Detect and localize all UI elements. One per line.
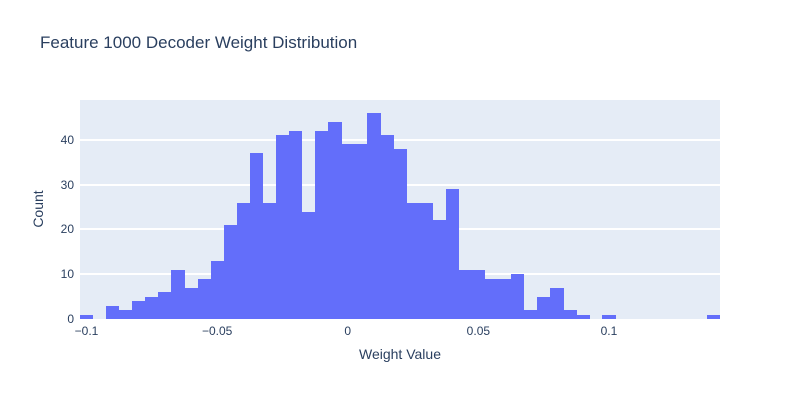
histogram-bar[interactable]: [354, 144, 368, 319]
histogram-bar[interactable]: [210, 260, 224, 319]
y-tick-label-40: 40: [60, 132, 74, 147]
y-tick-label-30: 30: [60, 177, 74, 192]
histogram-bar[interactable]: [106, 305, 120, 319]
histogram-bar[interactable]: [419, 202, 433, 319]
histogram-bar[interactable]: [197, 278, 211, 319]
histogram-bar[interactable]: [119, 310, 133, 319]
histogram-bar[interactable]: [236, 202, 251, 319]
x-tick-label-0: 0: [344, 324, 352, 338]
histogram-bar[interactable]: [171, 269, 185, 319]
histogram-bar[interactable]: [288, 130, 303, 319]
histogram-bar[interactable]: [367, 113, 381, 319]
histogram-bar[interactable]: [537, 296, 551, 319]
histogram-bar[interactable]: [328, 121, 342, 319]
histogram-bar[interactable]: [223, 224, 238, 319]
y-tick-label-10: 10: [60, 267, 74, 282]
histogram-bar[interactable]: [158, 292, 172, 319]
histogram-bar[interactable]: [275, 135, 290, 319]
plot-area[interactable]: [80, 100, 720, 319]
histogram-bar[interactable]: [471, 269, 486, 319]
x-tick-label-−0.1: −0.1: [74, 324, 99, 338]
histogram-bar[interactable]: [576, 314, 590, 319]
x-tick-label-−0.05: −0.05: [201, 324, 233, 338]
histogram-bar[interactable]: [406, 202, 420, 319]
histogram-bar[interactable]: [302, 211, 316, 319]
histogram-bar[interactable]: [393, 148, 407, 319]
histogram-bar[interactable]: [315, 130, 329, 319]
x-tick-label-0.05: 0.05: [466, 324, 491, 338]
histogram-bar[interactable]: [497, 278, 512, 319]
histogram-bar[interactable]: [262, 202, 277, 319]
histogram-bar[interactable]: [145, 296, 159, 319]
x-axis-title: Weight Value: [359, 346, 441, 362]
histogram-bar[interactable]: [484, 278, 499, 319]
histogram-bar[interactable]: [602, 314, 616, 319]
histogram-bar[interactable]: [432, 220, 446, 319]
histogram-bar[interactable]: [132, 301, 146, 319]
histogram-bar[interactable]: [550, 287, 564, 319]
histogram-bar[interactable]: [511, 274, 525, 319]
histogram-bar[interactable]: [341, 144, 355, 319]
histogram-bar[interactable]: [445, 189, 460, 319]
histogram-bar[interactable]: [80, 314, 94, 319]
histogram-bar[interactable]: [380, 135, 394, 319]
histogram-bar[interactable]: [458, 269, 473, 319]
chart-title: Feature 1000 Decoder Weight Distribution: [40, 33, 358, 52]
histogram-bar[interactable]: [524, 310, 538, 319]
histogram-bar[interactable]: [184, 287, 198, 319]
histogram-bar[interactable]: [563, 310, 577, 319]
x-tick-label-0.1: 0.1: [600, 324, 618, 338]
histogram-bar[interactable]: [249, 153, 264, 319]
gridline-y-40: [80, 138, 720, 141]
y-tick-label-0: 0: [67, 312, 74, 326]
y-tick-label-20: 20: [60, 222, 74, 237]
histogram-bar[interactable]: [706, 314, 720, 319]
